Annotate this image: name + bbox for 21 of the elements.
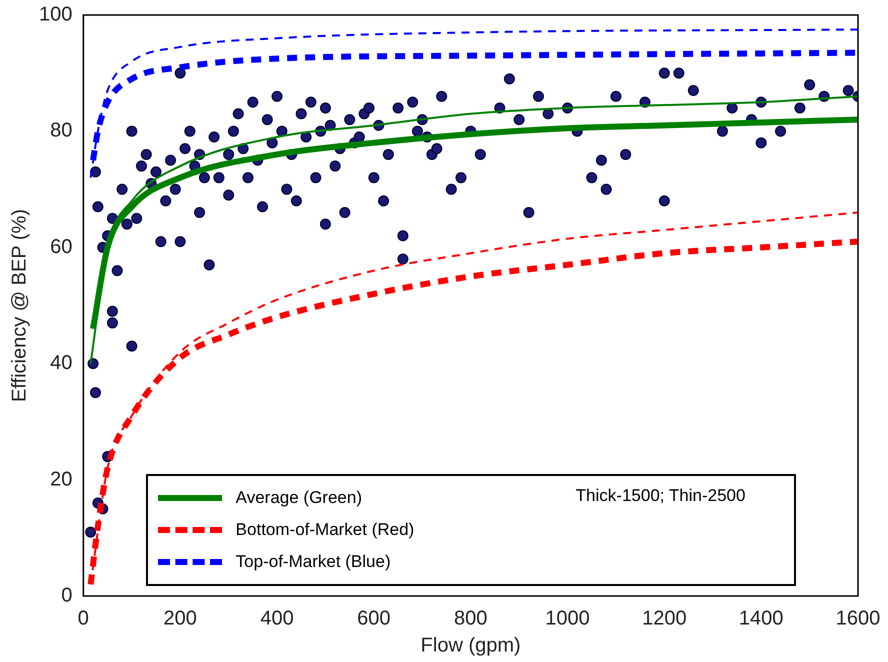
y-axis-title: Efficiency @ BEP (%) xyxy=(8,209,31,402)
x-tick-label: 0 xyxy=(78,608,89,630)
y-tick-label: 60 xyxy=(50,236,72,258)
y-tick-label: 80 xyxy=(50,120,72,142)
x-tick-label: 600 xyxy=(357,608,391,630)
x-tick-label: 1400 xyxy=(738,608,784,630)
x-tick-label: 1000 xyxy=(545,608,590,630)
legend-label: Top-of-Market (Blue) xyxy=(236,552,391,572)
x-tick-label: 1600 xyxy=(836,608,880,630)
y-tick-label: 40 xyxy=(50,352,72,374)
x-tick-label: 800 xyxy=(454,608,488,630)
x-tick-label: 1200 xyxy=(642,608,687,630)
y-tick-label: 20 xyxy=(50,468,72,490)
legend-label: Bottom-of-Market (Red) xyxy=(236,520,414,540)
annotation: Thick-1500; Thin-2500 xyxy=(576,486,746,506)
y-tick-label: 100 xyxy=(38,4,72,26)
y-tick-label: 0 xyxy=(61,584,72,607)
x-tick-label: 200 xyxy=(164,608,197,630)
x-tick-label: 400 xyxy=(260,608,294,630)
x-axis-title: Flow (gpm) xyxy=(420,634,521,657)
legend-label: Average (Green) xyxy=(236,488,362,508)
